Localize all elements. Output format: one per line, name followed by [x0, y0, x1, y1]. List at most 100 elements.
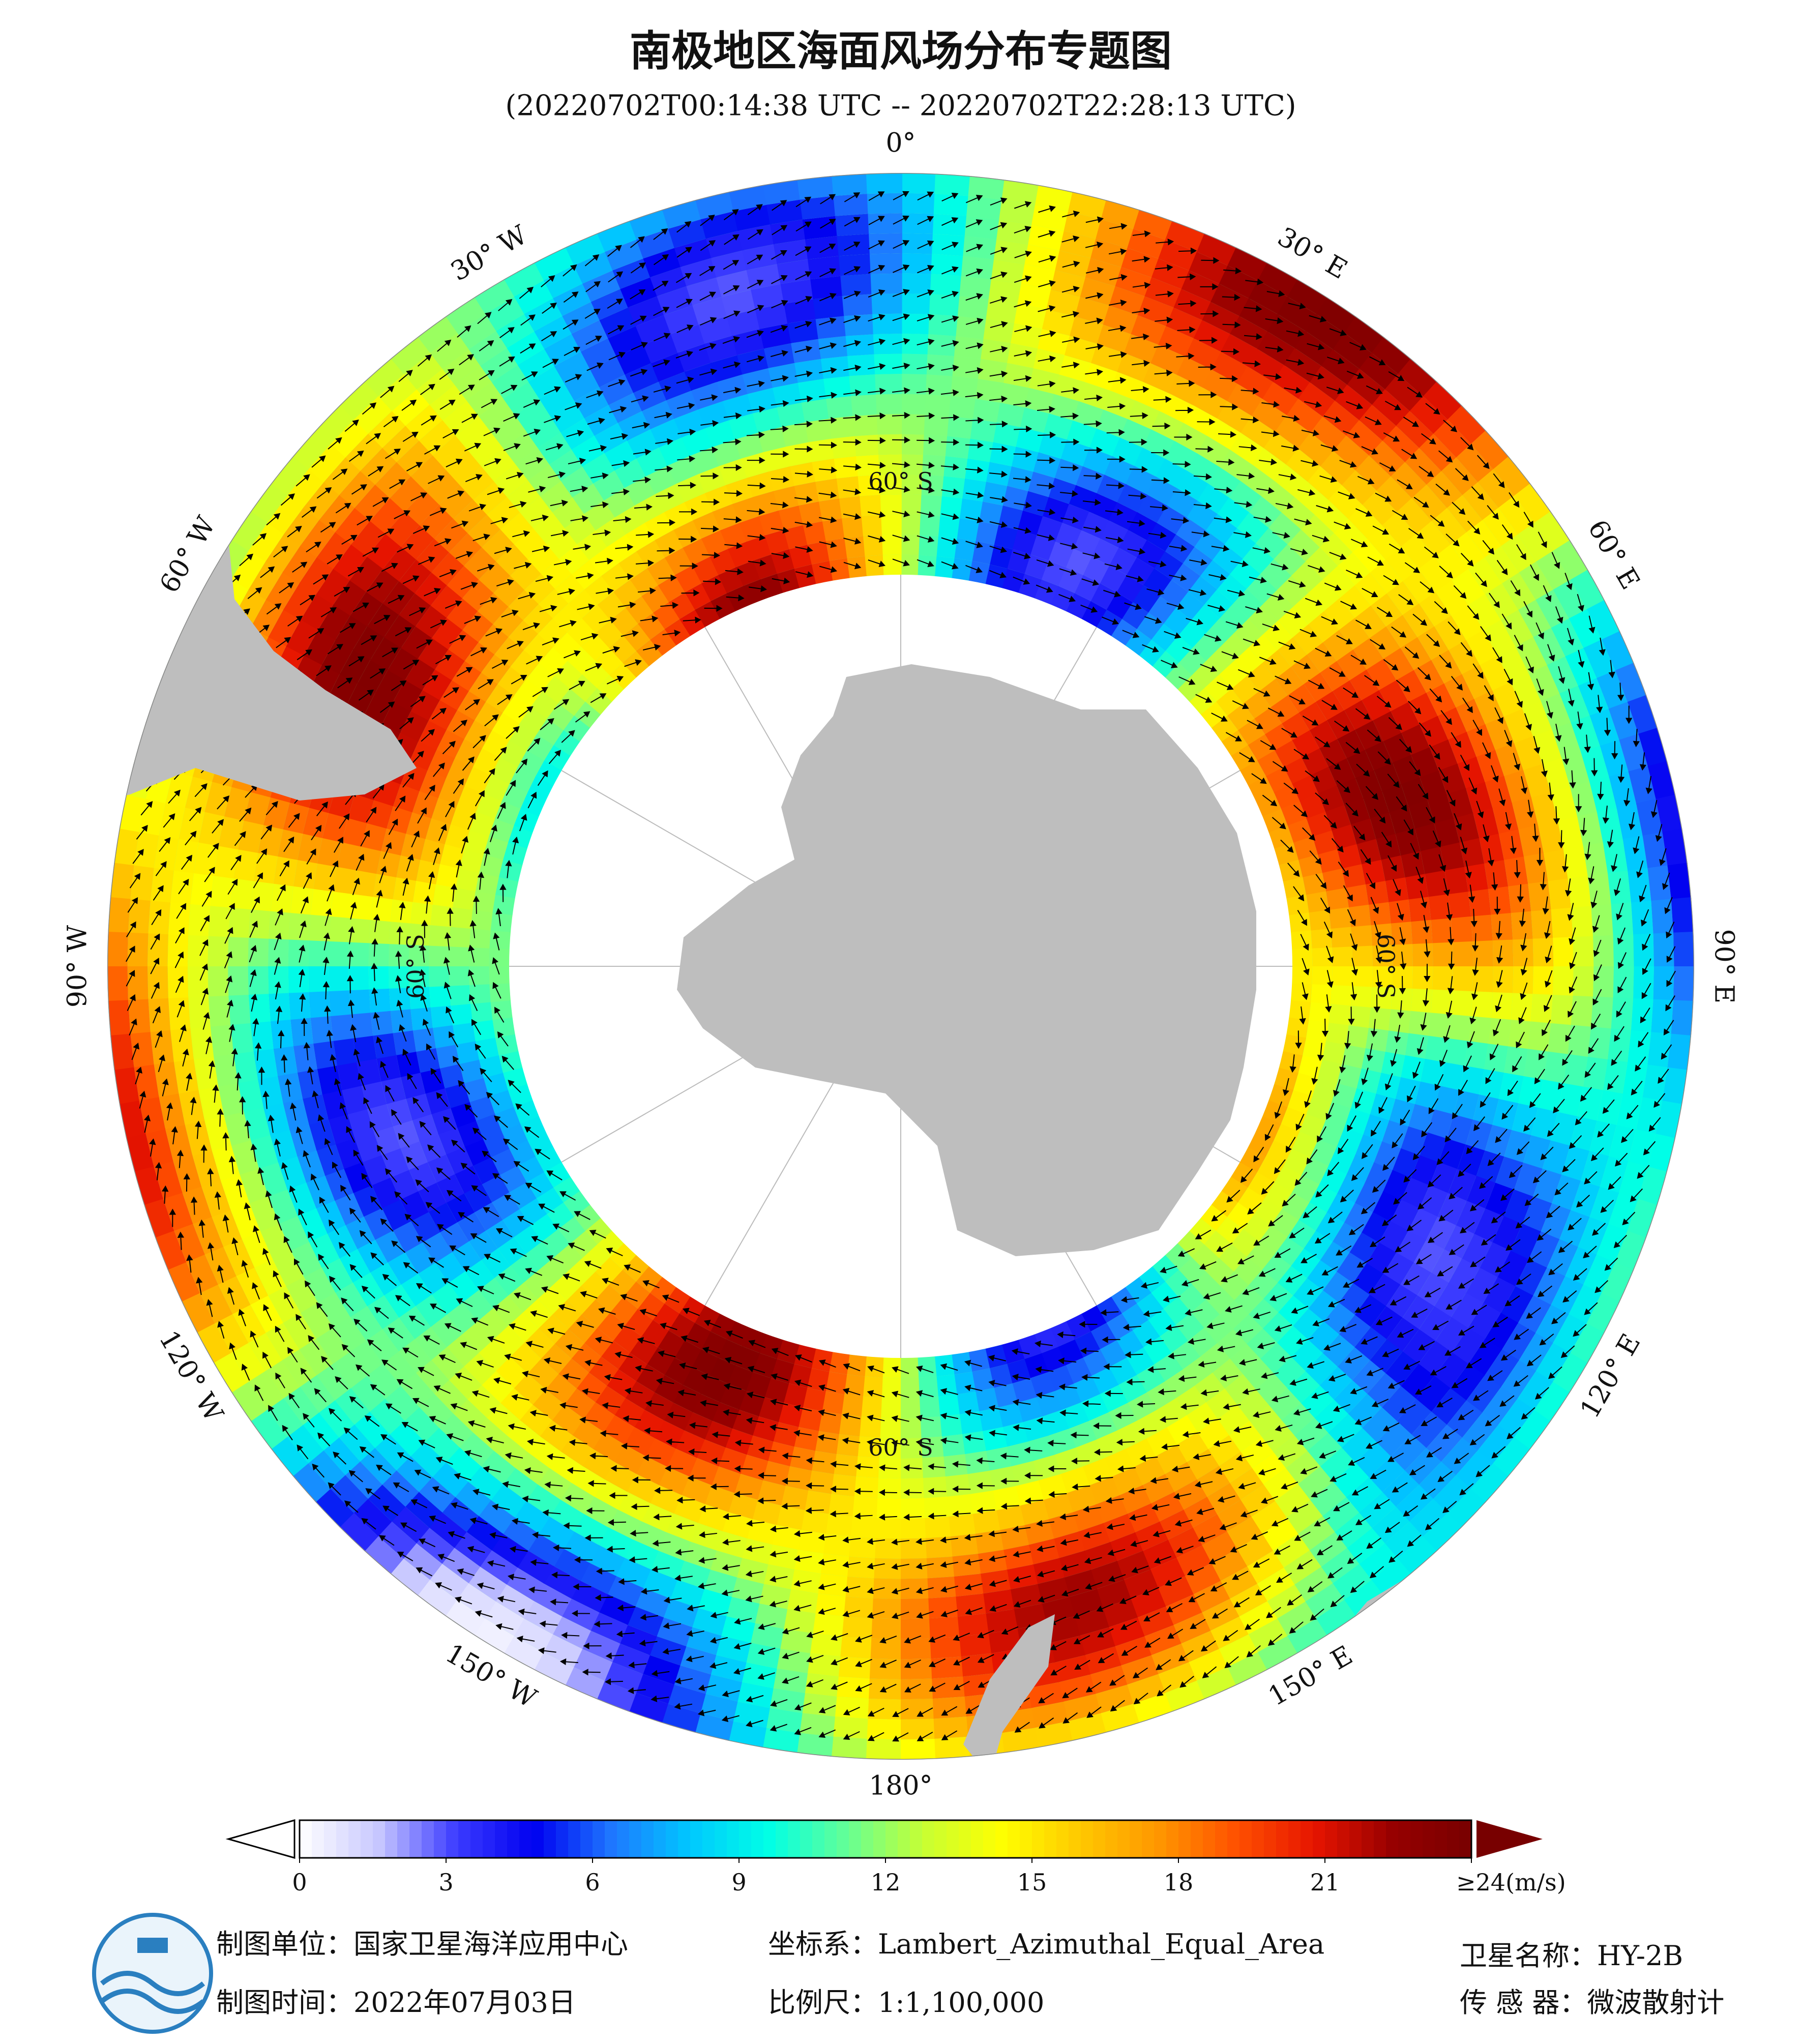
wind-cell — [821, 1391, 845, 1414]
longitude-label: 180° — [869, 1771, 932, 1801]
wind-cell — [1306, 812, 1332, 838]
wind-cell — [1346, 884, 1369, 908]
wind-cell — [1331, 985, 1352, 1007]
wind-cell — [793, 1549, 823, 1574]
wind-cell — [449, 945, 469, 966]
wind-cell — [1309, 1002, 1331, 1024]
wind-cell — [1573, 936, 1594, 968]
wind-cell — [901, 394, 927, 415]
wind-cell — [1611, 997, 1634, 1032]
wind-cell — [498, 1050, 523, 1073]
wind-cell — [719, 1383, 747, 1410]
wind-cell — [1151, 1255, 1179, 1283]
wind-cell — [836, 476, 861, 498]
wind-cell — [288, 965, 309, 993]
wind-cell — [1464, 863, 1489, 893]
wind-cell — [832, 1716, 868, 1739]
wind-cell — [818, 498, 843, 521]
wind-cell — [1292, 730, 1320, 759]
wind-cell — [800, 196, 837, 220]
wind-cell — [1356, 839, 1381, 865]
wind-cell — [808, 256, 842, 280]
wind-cell — [828, 1352, 850, 1375]
wind-cell — [899, 1598, 929, 1619]
wind-cell — [450, 1101, 477, 1128]
wind-cell — [1491, 913, 1513, 942]
wind-cell — [881, 514, 902, 535]
wind-cell — [874, 1518, 901, 1539]
wind-cell — [901, 173, 937, 194]
wind-cell — [803, 521, 827, 545]
wind-cell — [789, 544, 813, 569]
wind-cell — [1322, 868, 1346, 893]
wind-cell — [1002, 569, 1025, 594]
wind-cell — [1177, 1231, 1204, 1258]
wind-cell — [368, 942, 390, 966]
wind-cell — [1408, 1011, 1431, 1037]
wind-cell — [900, 1377, 920, 1398]
wind-cell — [1318, 785, 1345, 813]
wind-cell — [1631, 900, 1653, 936]
wind-cell — [636, 639, 663, 667]
wind-cell — [1090, 1367, 1119, 1395]
wind-cell — [1345, 1025, 1369, 1049]
colorbar-swatch — [727, 1820, 740, 1858]
wind-cell — [1352, 945, 1373, 967]
wind-cell — [1204, 674, 1232, 702]
wind-cell — [1286, 895, 1309, 916]
wind-cell — [498, 858, 523, 882]
wind-cell — [472, 747, 500, 776]
colorbar-tick-label: 3 — [438, 1869, 453, 1896]
wind-cell — [1165, 663, 1193, 690]
logo — [92, 1913, 213, 2034]
colorbar-swatch — [763, 1820, 776, 1858]
wind-cell — [1289, 912, 1311, 933]
colorbar-swatch — [1410, 1820, 1423, 1858]
wind-cell — [570, 674, 598, 702]
wind-cell — [107, 964, 128, 1001]
wind-cell — [499, 1165, 527, 1193]
wind-cell — [964, 1450, 990, 1474]
colorbar-swatch — [1423, 1820, 1435, 1858]
wind-cell — [1611, 902, 1634, 937]
wind-cell — [746, 535, 772, 561]
wind-cell — [150, 866, 174, 903]
colorbar-swatch — [1105, 1820, 1118, 1858]
wind-cell — [1074, 530, 1101, 557]
wind-cell — [1203, 1231, 1232, 1259]
wind-cell — [1111, 619, 1138, 646]
wind-cell — [476, 1113, 502, 1140]
wind-cell — [1066, 1313, 1091, 1340]
wind-cell — [330, 890, 353, 919]
wind-cell — [813, 295, 845, 319]
wind-cell — [623, 623, 651, 651]
colorbar-swatch — [617, 1820, 630, 1858]
wind-cell — [1568, 1025, 1591, 1058]
colorbar-swatch — [1386, 1820, 1399, 1858]
wind-cell — [1369, 902, 1391, 926]
wind-cell — [901, 293, 932, 314]
wind-cell — [494, 1106, 521, 1132]
wind-cell — [952, 558, 973, 581]
wind-cell — [871, 293, 902, 314]
colorbar-tick-label: 15 — [1017, 1869, 1047, 1896]
wind-cell — [472, 890, 496, 913]
wind-cell — [1325, 1022, 1349, 1046]
wind-cell — [880, 1398, 901, 1418]
wind-cell — [935, 556, 956, 578]
wind-cell — [288, 991, 311, 1020]
wind-cell — [708, 1357, 736, 1384]
wind-cell — [844, 1576, 874, 1598]
wind-cell — [835, 1676, 870, 1699]
colorbar-swatch — [1056, 1820, 1069, 1858]
wind-cell — [1408, 897, 1431, 923]
wind-cell — [1073, 1376, 1101, 1403]
wind-cell — [1568, 876, 1591, 909]
wind-cell — [489, 929, 511, 950]
wind-cell — [1311, 984, 1333, 1005]
wind-cell — [429, 965, 450, 987]
wind-cell — [445, 1082, 470, 1109]
wind-cell — [797, 1407, 822, 1431]
wind-cell — [1054, 1383, 1082, 1410]
wind-cell — [860, 494, 882, 516]
